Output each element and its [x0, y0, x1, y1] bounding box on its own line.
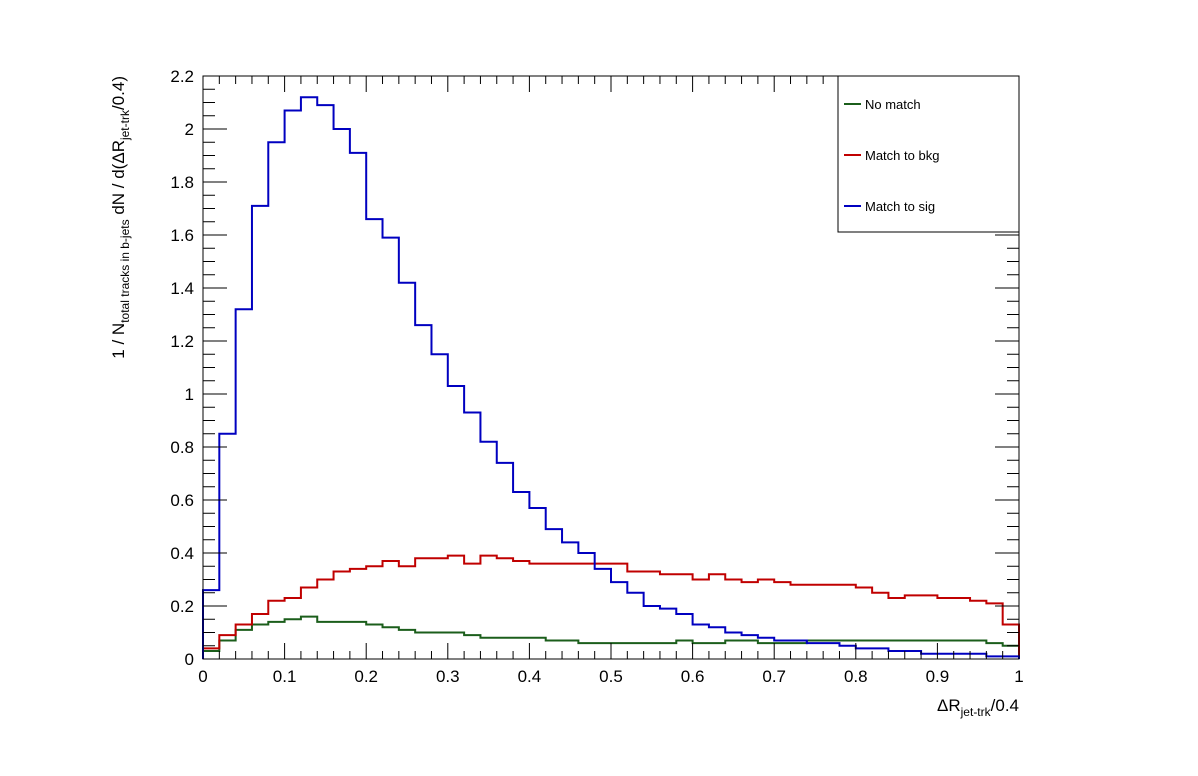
y-tick-label: 0.2 — [170, 597, 194, 616]
y-tick-label: 2 — [185, 120, 194, 139]
y-tick-label: 1.8 — [170, 173, 194, 192]
y-tick-label: 0.4 — [170, 544, 194, 563]
y-tick-label: 0 — [185, 650, 194, 669]
y-tick-label: 1 — [185, 385, 194, 404]
x-tick-label: 1 — [1014, 667, 1023, 686]
x-axis-title: ΔRjet-trk/0.4 — [937, 696, 1019, 719]
legend: No match Match to bkg Match to sig — [837, 75, 1020, 233]
series-layer — [202, 96, 1020, 659]
axes-layer: 0 0.1 0.2 0.3 0.4 0.5 0.6 0.7 0.8 0.9 1 0 0.2 0.4 0.6 0… — [170, 67, 1023, 686]
y-tick-label: 2.2 — [170, 67, 194, 86]
x-tick-label: 0.4 — [518, 667, 542, 686]
y-tick-label: 1.4 — [170, 279, 194, 298]
axis-titles: ΔRjet-trk/0.4 1 / Ntotal tracks in b-jets… — [109, 76, 1019, 719]
x-tick-label: 0.3 — [436, 667, 460, 686]
x-tick-label: 0.6 — [681, 667, 705, 686]
x-tick-label: 0.2 — [354, 667, 378, 686]
series-line-match-to-sig — [202, 96, 1020, 659]
x-tick-label: 0 — [198, 667, 207, 686]
legend-label-match-to-sig: Match to sig — [865, 199, 935, 214]
y-tick-label: 1.2 — [170, 332, 194, 351]
y-tick-label: 0.8 — [170, 438, 194, 457]
x-tick-label: 0.8 — [844, 667, 868, 686]
x-tick-label: 0.5 — [599, 667, 623, 686]
legend-label-no-match: No match — [865, 97, 921, 112]
y-tick-label: 1.6 — [170, 226, 194, 245]
x-tick-label: 0.1 — [273, 667, 297, 686]
legend-box — [837, 75, 1020, 233]
legend-label-match-to-bkg: Match to bkg — [865, 148, 939, 163]
x-tick-label: 0.7 — [762, 667, 786, 686]
y-axis-title: 1 / Ntotal tracks in b-jets dN / d(ΔRjet… — [109, 76, 132, 359]
series-line-no-match — [202, 615, 1020, 659]
y-tick-label: 0.6 — [170, 491, 194, 510]
x-tick-label: 0.9 — [926, 667, 950, 686]
